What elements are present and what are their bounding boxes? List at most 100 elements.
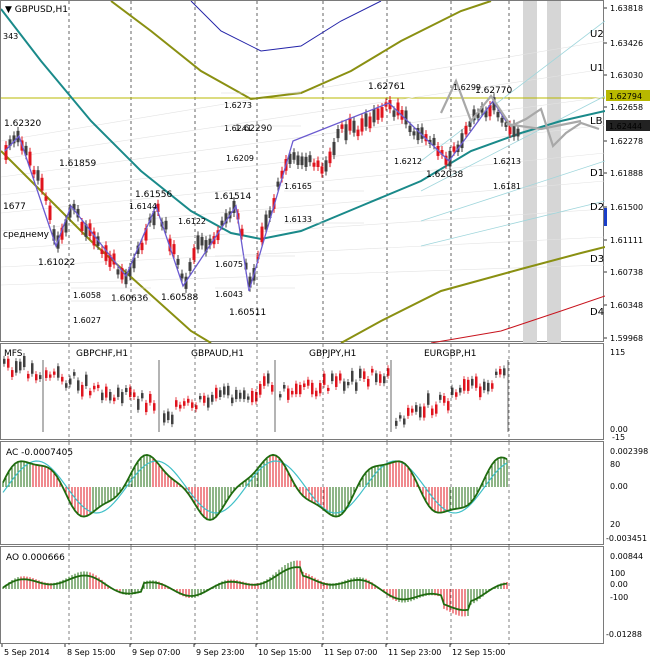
spread-candle (145, 402, 148, 413)
spread-candle (403, 418, 406, 425)
price-tick-label: 1.59968 (610, 334, 643, 343)
spread-candle (315, 390, 318, 397)
spread-candle (375, 373, 378, 383)
candle (416, 127, 420, 141)
candle (328, 151, 332, 164)
spread-candle (231, 397, 234, 404)
spread-candle (187, 398, 190, 403)
spread-candle (3, 358, 6, 364)
spread-candle (463, 379, 466, 391)
ac-scale-label: 0.00 (610, 482, 628, 491)
spread-candle (455, 392, 458, 397)
candle (356, 129, 360, 137)
candle (296, 155, 300, 165)
candle (268, 210, 272, 219)
time-tick-label: 11 Sep 07:00 (324, 648, 377, 657)
grid-price-label: 1.6165 (284, 182, 312, 191)
ao-chart[interactable]: AO 0.000666 (1, 547, 605, 645)
candle (352, 120, 356, 133)
spread-candle (347, 382, 350, 386)
swing-high-label: 1.61556 (135, 190, 172, 200)
dropdown-icon[interactable]: ▼ (5, 5, 12, 15)
spread-candle (283, 384, 286, 389)
spread-candle (243, 390, 246, 400)
spread-candle (199, 396, 202, 400)
symbol-label: GBPUSD,H1 (14, 5, 68, 15)
candle (196, 235, 200, 250)
candle (304, 156, 308, 167)
spread-candle (153, 403, 156, 411)
candle (432, 137, 436, 146)
spread-candle (45, 370, 48, 378)
ac-panel[interactable]: AC -0.0007405 (0, 441, 605, 546)
grid-price-label: 1.6122 (178, 217, 206, 226)
candle (60, 227, 64, 240)
candle (244, 262, 248, 270)
time-axis[interactable]: 5 Sep 2014 8 Sep 15:00 9 Sep 07:00 9 Sep 23… (0, 644, 604, 660)
spread-candle (307, 379, 310, 386)
spread-candle (451, 387, 454, 395)
price-tick-label: 1.63426 (610, 39, 643, 48)
candle (336, 129, 340, 139)
grid-price-label: 1.6212 (394, 157, 422, 166)
candle (64, 219, 68, 233)
projection-line (420, 95, 605, 192)
ao-scale-label: 0.00844 (610, 552, 643, 561)
spread-scale-label: 0.00 (610, 425, 628, 434)
price-chart[interactable]: 1.62320 1.61859 1.61556 1.61514 1.62290 1.627… (1, 1, 605, 343)
candle (156, 203, 160, 213)
grid-price-label: 1.6273 (224, 101, 252, 110)
ao-scale-label: 100 (610, 569, 625, 578)
candle (124, 272, 128, 285)
main-chart-panel[interactable]: 1.62320 1.61859 1.61556 1.61514 1.62290 1.627… (0, 0, 605, 343)
candle (476, 112, 480, 118)
candle (68, 207, 72, 218)
spread-candle (335, 376, 338, 387)
candle (500, 117, 504, 123)
candle (92, 231, 96, 246)
ao-line (2, 566, 508, 611)
spread-candle (53, 371, 56, 375)
candle (312, 162, 316, 167)
spread-candle (411, 408, 414, 413)
spread-candle (447, 401, 450, 411)
spread-candle (287, 388, 290, 400)
spread-chart[interactable]: MFS GBPCHF,H1 GBPAUD,H1 GBPJPY,H1 EURGBP,H1 (1, 344, 605, 441)
spread-candle (339, 373, 342, 381)
candle (188, 262, 192, 271)
grid-price-label: 1.6299 (453, 83, 481, 92)
candle (32, 169, 36, 175)
marker-price-label: 1.62794 (609, 92, 642, 101)
spread-candle (35, 374, 38, 381)
candle (332, 141, 336, 156)
spread-panel[interactable]: MFS GBPCHF,H1 GBPAUD,H1 GBPJPY,H1 EURGBP,H1 (0, 343, 605, 441)
swing-high-label: 1.62290 (235, 124, 272, 134)
upper-envelope (110, 1, 492, 101)
candle (368, 116, 372, 129)
grid-price-label: 1.6133 (284, 215, 312, 224)
candle (468, 121, 472, 127)
price-scale[interactable]: 1.63818 1.63426 1.63030 1.62658 1.62278 1.618… (604, 0, 650, 660)
candle (144, 227, 148, 241)
grid-price-label: 1.6241 (224, 124, 252, 133)
candle (120, 267, 124, 280)
candle (308, 155, 312, 163)
spread-candle (363, 371, 366, 379)
spread-candle (263, 376, 266, 386)
candle (408, 125, 412, 133)
candle (360, 118, 364, 132)
spread-candle (203, 395, 206, 403)
ac-chart[interactable]: AC -0.0007405 (1, 442, 605, 546)
ac-scale-label: 80 (610, 460, 620, 469)
swing-high-label: 1.62320 (4, 119, 41, 129)
spread-candle (85, 374, 88, 387)
candle (40, 177, 44, 191)
candle (488, 105, 492, 117)
candle (204, 240, 208, 253)
candle (132, 257, 136, 269)
spread-candle (251, 390, 254, 403)
candle (24, 145, 28, 156)
ac-line (2, 453, 508, 521)
candle (12, 135, 16, 144)
ao-panel[interactable]: AO 0.000666 (0, 546, 605, 645)
